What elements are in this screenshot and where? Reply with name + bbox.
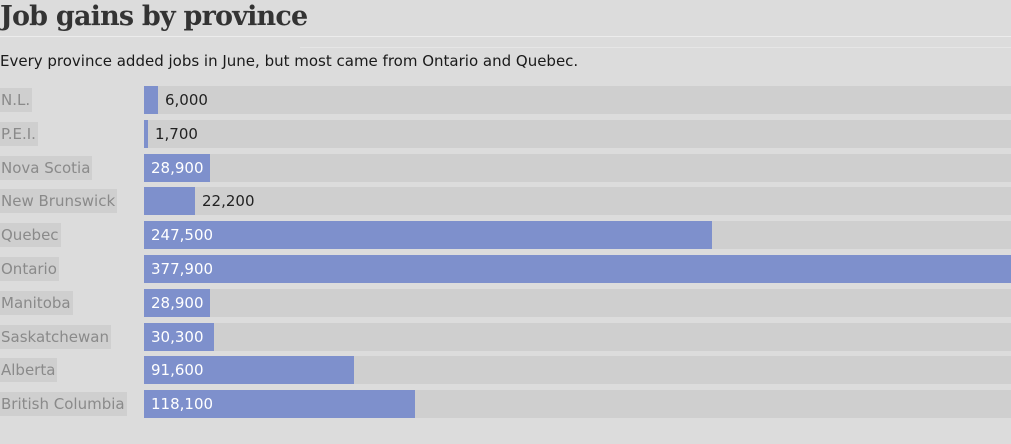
value-label: 1,700 (155, 125, 198, 143)
value-label: 6,000 (165, 91, 208, 109)
bar-track (144, 86, 1011, 114)
bar-track (144, 120, 1011, 148)
bar (144, 86, 158, 114)
value-label: 28,900 (151, 294, 204, 312)
value-label: 30,300 (151, 328, 204, 346)
bar-row: Alberta 91,600 (0, 355, 1011, 385)
bar (144, 390, 415, 418)
bar-row: Quebec 247,500 (0, 220, 1011, 250)
value-label: 91,600 (151, 361, 204, 379)
bar-row: N.L. 6,000 (0, 85, 1011, 115)
bar (144, 356, 354, 384)
value-label: 28,900 (151, 159, 204, 177)
bar-row: New Brunswick 22,200 (0, 186, 1011, 216)
category-label: British Columbia (0, 392, 127, 416)
category-label: N.L. (0, 88, 33, 112)
bar (144, 255, 1011, 283)
bar-track (144, 323, 1011, 351)
bar (144, 221, 712, 249)
category-label: Nova Scotia (0, 156, 93, 180)
bar-row: P.E.I. 1,700 (0, 119, 1011, 149)
chart-title: Job gains by province (0, 1, 308, 32)
bar (144, 323, 214, 351)
value-label: 118,100 (151, 395, 214, 413)
chart-subtitle: Every province added jobs in June, but m… (0, 52, 579, 70)
category-label: Quebec (0, 223, 61, 247)
bar-track (144, 187, 1011, 215)
bar-row: British Columbia 118,100 (0, 389, 1011, 419)
subtitle-divider (300, 47, 1011, 48)
bar (144, 187, 195, 215)
category-label: Ontario (0, 257, 59, 281)
category-label: Manitoba (0, 291, 73, 315)
bar (144, 289, 210, 317)
bar-row: Ontario 377,900 (0, 254, 1011, 284)
title-divider (0, 36, 1011, 37)
category-label: Saskatchewan (0, 325, 111, 349)
bar (144, 120, 148, 148)
bar-chart: N.L. 6,000 P.E.I. 1,700 Nova Scotia 28,900 New… (0, 85, 1011, 421)
bar-row: Saskatchewan 30,300 (0, 322, 1011, 352)
bar-track (144, 289, 1011, 317)
value-label: 22,200 (202, 192, 255, 210)
category-label: Alberta (0, 358, 58, 382)
bar-track (144, 154, 1011, 182)
bar (144, 154, 210, 182)
bar-row: Manitoba 28,900 (0, 288, 1011, 318)
category-label: New Brunswick (0, 189, 118, 213)
bar-row: Nova Scotia 28,900 (0, 153, 1011, 183)
value-label: 377,900 (151, 260, 214, 278)
value-label: 247,500 (151, 226, 214, 244)
category-label: P.E.I. (0, 122, 38, 146)
